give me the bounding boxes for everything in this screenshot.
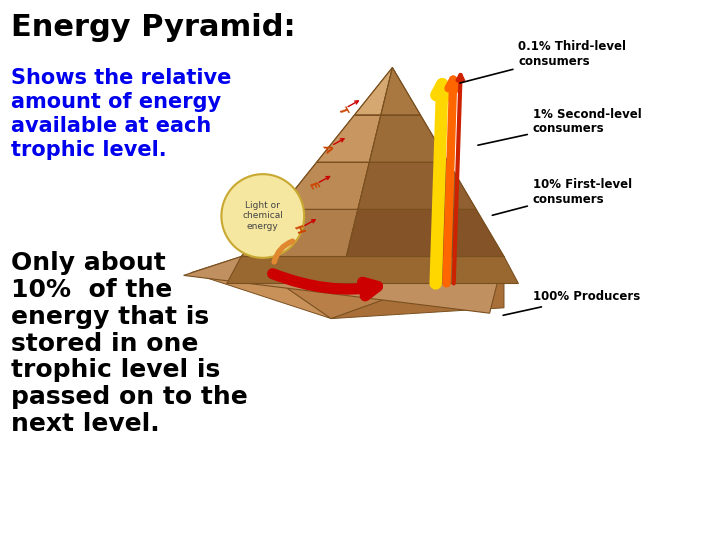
Polygon shape	[355, 68, 392, 115]
Polygon shape	[241, 209, 358, 256]
Polygon shape	[346, 209, 504, 256]
Text: E: E	[307, 180, 320, 192]
Polygon shape	[191, 256, 331, 319]
Text: Shows the relative
amount of energy
available at each
trophic level.: Shows the relative amount of energy avai…	[11, 68, 231, 159]
Polygon shape	[381, 68, 420, 115]
Text: A: A	[321, 142, 334, 155]
Text: 0.1% Third-level
consumers: 0.1% Third-level consumers	[460, 40, 626, 83]
Polygon shape	[279, 162, 369, 209]
Text: 100% Producers: 100% Producers	[503, 291, 640, 315]
Text: 1% Second-level
consumers: 1% Second-level consumers	[478, 107, 642, 145]
Polygon shape	[331, 256, 504, 319]
Text: T: T	[336, 105, 348, 117]
Ellipse shape	[222, 174, 304, 258]
Polygon shape	[241, 256, 504, 319]
Text: Only about
10%  of the
energy that is
stored in one
trophic level is
passed on t: Only about 10% of the energy that is sto…	[11, 251, 248, 436]
Text: H: H	[292, 223, 305, 236]
Polygon shape	[184, 256, 504, 313]
Polygon shape	[227, 256, 518, 284]
Polygon shape	[317, 115, 381, 162]
Text: Energy Pyramid:: Energy Pyramid:	[11, 14, 295, 43]
Text: Light or
chemical
energy: Light or chemical energy	[243, 201, 283, 231]
Polygon shape	[369, 115, 448, 162]
Polygon shape	[358, 162, 476, 209]
Text: 10% First-level
consumers: 10% First-level consumers	[492, 178, 632, 215]
